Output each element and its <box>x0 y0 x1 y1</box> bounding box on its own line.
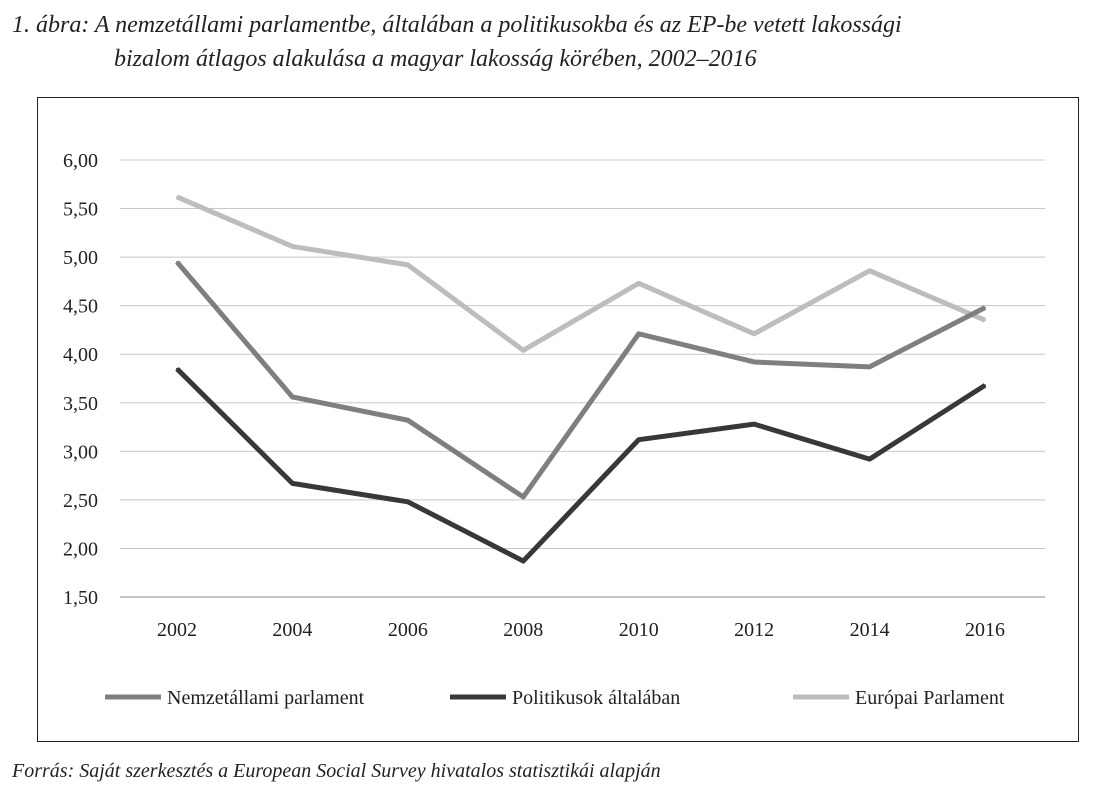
x-tick-label: 2014 <box>850 619 890 641</box>
source-note: Forrás: Saját szerkesztés a European Soc… <box>12 760 661 782</box>
x-tick-label: 2006 <box>388 619 428 641</box>
data-point <box>984 306 986 309</box>
x-tick-label: 2010 <box>619 619 659 641</box>
data-point <box>176 195 178 198</box>
data-point <box>868 458 871 461</box>
x-tick-label: 2008 <box>503 619 543 641</box>
y-tick-label: 3,50 <box>63 393 98 415</box>
y-tick-label: 2,00 <box>63 538 98 560</box>
y-tick-label: 3,00 <box>63 441 98 463</box>
data-point <box>868 269 871 272</box>
data-point <box>522 495 525 498</box>
data-point <box>291 245 294 248</box>
series-line-2 <box>176 194 986 353</box>
series-line-0 <box>175 260 987 500</box>
data-point <box>984 319 986 322</box>
title-line-1: 1. ábra: A nemzetállami parlamentbe, ált… <box>12 12 902 38</box>
y-tick-label: 4,50 <box>63 296 98 318</box>
data-point <box>868 365 871 368</box>
y-tick-label: 6,00 <box>63 150 98 172</box>
data-point <box>406 419 409 422</box>
data-point <box>522 560 525 563</box>
chart-frame <box>37 97 1079 742</box>
data-point <box>637 332 640 335</box>
y-tick-label: 5,00 <box>63 247 98 269</box>
data-point <box>176 367 178 370</box>
legend-label: Európai Parlament <box>855 687 1005 709</box>
data-point <box>176 260 178 263</box>
series-line-1 <box>175 367 987 564</box>
data-point <box>753 360 756 363</box>
title-line-2: bizalom átlagos alakulása a magyar lakos… <box>114 46 757 72</box>
data-point <box>291 395 294 398</box>
y-tick-label: 2,50 <box>63 490 98 512</box>
data-point <box>406 263 409 266</box>
data-point <box>406 500 409 503</box>
data-point <box>637 438 640 441</box>
x-tick-label: 2004 <box>272 619 312 641</box>
x-tick-label: 2002 <box>157 619 197 641</box>
y-tick-label: 1,50 <box>63 587 98 609</box>
data-point <box>753 332 756 335</box>
data-point <box>522 349 525 352</box>
figure-title: 1. ábra: A nemzetállami parlamentbe, ált… <box>12 8 902 76</box>
y-tick-label: 5,50 <box>63 199 98 221</box>
legend-label: Politikusok általában <box>512 687 680 709</box>
x-tick-label: 2016 <box>965 619 1005 641</box>
data-point <box>984 384 986 387</box>
data-point <box>637 282 640 285</box>
y-tick-label: 4,00 <box>63 344 98 366</box>
data-point <box>753 423 756 426</box>
legend-label: Nemzetállami parlament <box>167 687 365 709</box>
x-tick-label: 2012 <box>734 619 774 641</box>
data-point <box>291 482 294 485</box>
